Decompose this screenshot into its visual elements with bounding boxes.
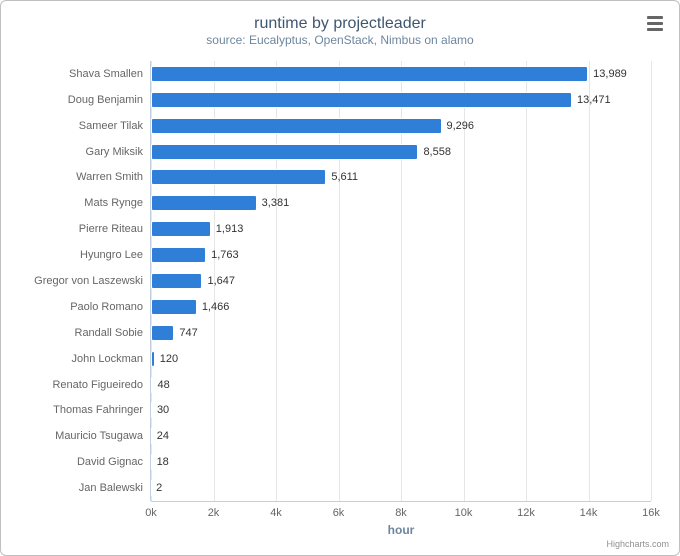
bar-value-label: 13,471 — [577, 94, 611, 106]
bar-value-label: 24 — [157, 430, 169, 442]
gridline — [651, 61, 652, 501]
context-menu-button[interactable] — [643, 13, 667, 37]
bar[interactable] — [151, 325, 174, 341]
bar-row: 1,913 — [151, 221, 651, 237]
bar-value-label: 18 — [157, 456, 169, 468]
bar-row: 5,611 — [151, 169, 651, 185]
bar[interactable] — [151, 428, 153, 444]
x-tick-label: 4k — [270, 507, 282, 519]
x-tick-label: 8k — [395, 507, 407, 519]
category-label: Paolo Romano — [3, 301, 151, 313]
bar-value-label: 5,611 — [331, 171, 358, 183]
bar-row: 1,466 — [151, 299, 651, 315]
category-label: Randall Sobie — [3, 327, 151, 339]
category-label: John Lockman — [3, 353, 151, 365]
bar[interactable] — [151, 454, 153, 470]
bar-value-label: 8,558 — [423, 146, 451, 158]
bar-value-label: 120 — [160, 353, 178, 365]
x-tick-label: 2k — [208, 507, 220, 519]
bar-value-label: 1,763 — [211, 249, 239, 261]
bar-row: 24 — [151, 428, 651, 444]
bar[interactable] — [151, 351, 155, 367]
bar-row: 48 — [151, 377, 651, 393]
title-block: runtime by projectleader source: Eucalyp… — [1, 15, 679, 47]
x-tick-label: 6k — [333, 507, 345, 519]
bar-row: 9,296 — [151, 118, 651, 134]
bar-value-label: 13,989 — [593, 68, 627, 80]
bar-row: 8,558 — [151, 144, 651, 160]
bar[interactable] — [151, 247, 206, 263]
bar[interactable] — [151, 144, 418, 160]
bar-row: 3,381 — [151, 195, 651, 211]
bar-row: 2 — [151, 480, 651, 496]
category-label: Sameer Tilak — [3, 120, 151, 132]
category-label: Gary Miksik — [3, 146, 151, 158]
x-tick-label: 12k — [517, 507, 535, 519]
x-tick-label: 16k — [642, 507, 660, 519]
bar[interactable] — [151, 169, 326, 185]
bar[interactable] — [151, 299, 197, 315]
bar[interactable] — [151, 92, 572, 108]
category-label: Jan Balewski — [3, 482, 151, 494]
bar-row: 120 — [151, 351, 651, 367]
bar[interactable] — [151, 480, 153, 496]
category-label: Renato Figueiredo — [3, 379, 151, 391]
bar-value-label: 30 — [157, 404, 169, 416]
bar-row: 13,989 — [151, 66, 651, 82]
bar[interactable] — [151, 195, 257, 211]
category-label: Hyungro Lee — [3, 249, 151, 261]
bar-value-label: 747 — [179, 327, 197, 339]
bar-value-label: 1,913 — [216, 223, 244, 235]
chart-container: runtime by projectleader source: Eucalyp… — [0, 0, 680, 556]
bar-row: 18 — [151, 454, 651, 470]
bar[interactable] — [151, 273, 202, 289]
category-label: Mauricio Tsugawa — [3, 430, 151, 442]
bar-value-label: 2 — [156, 482, 162, 494]
credits-link[interactable]: Highcharts.com — [606, 539, 669, 549]
x-axis-line — [151, 501, 651, 502]
category-label: Thomas Fahringer — [3, 404, 151, 416]
bar-value-label: 1,466 — [202, 301, 230, 313]
bar[interactable] — [151, 66, 588, 82]
category-label: Warren Smith — [3, 171, 151, 183]
category-label: David Gignac — [3, 456, 151, 468]
bar-row: 1,647 — [151, 273, 651, 289]
category-label: Gregor von Laszewski — [3, 275, 151, 287]
bar-row: 1,763 — [151, 247, 651, 263]
bars-layer: Shava Smallen13,989Doug Benjamin13,471Sa… — [151, 61, 651, 501]
bar-row: 30 — [151, 402, 651, 418]
plot-area: Shava Smallen13,989Doug Benjamin13,471Sa… — [151, 61, 651, 501]
bar[interactable] — [151, 118, 442, 134]
hamburger-icon — [647, 16, 663, 19]
bar-value-label: 3,381 — [262, 197, 290, 209]
bar-value-label: 9,296 — [447, 120, 475, 132]
chart-title: runtime by projectleader — [1, 15, 679, 33]
bar[interactable] — [151, 221, 211, 237]
bar[interactable] — [151, 377, 153, 393]
x-axis-title: hour — [388, 523, 415, 537]
bar-row: 747 — [151, 325, 651, 341]
x-tick-label: 14k — [580, 507, 598, 519]
x-tick-label: 10k — [455, 507, 473, 519]
category-label: Pierre Riteau — [3, 223, 151, 235]
x-tick-label: 0k — [145, 507, 157, 519]
bar-value-label: 1,647 — [207, 275, 235, 287]
chart-subtitle: source: Eucalyptus, OpenStack, Nimbus on… — [1, 33, 679, 47]
bar-row: 13,471 — [151, 92, 651, 108]
bar[interactable] — [151, 402, 153, 418]
category-label: Shava Smallen — [3, 68, 151, 80]
category-label: Mats Rynge — [3, 197, 151, 209]
category-label: Doug Benjamin — [3, 94, 151, 106]
bar-value-label: 48 — [158, 379, 170, 391]
